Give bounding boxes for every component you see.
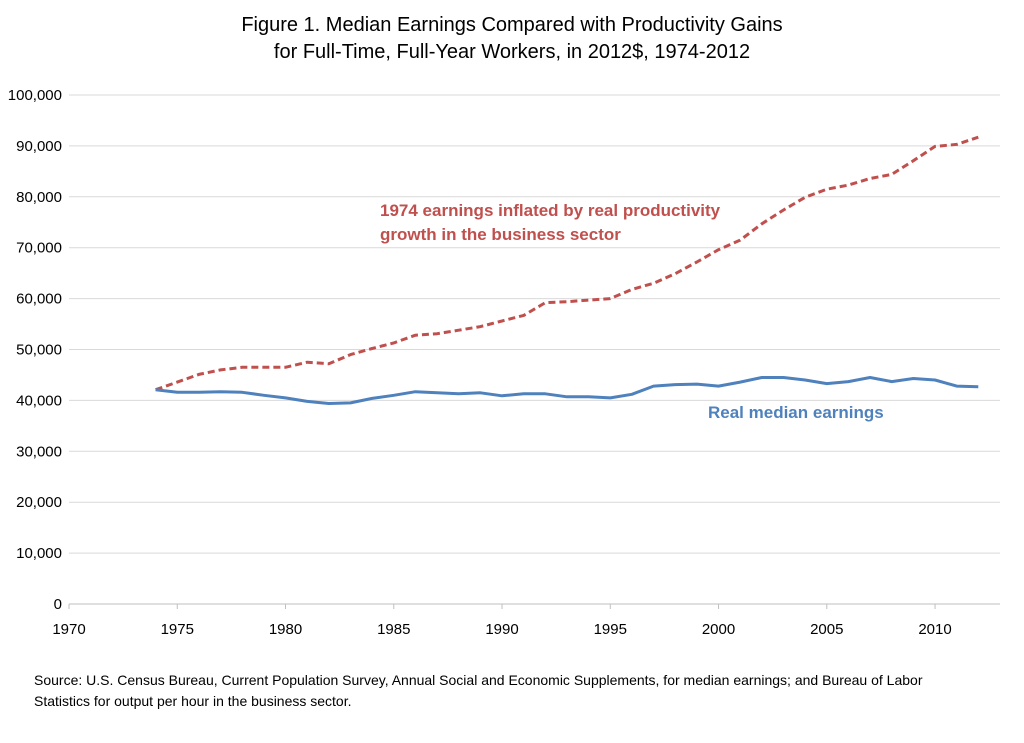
x-tick-label: 1980: [269, 621, 302, 638]
x-axis: [68, 603, 1000, 609]
y-tick-label: 80,000: [16, 189, 62, 206]
y-tick-label: 60,000: [16, 291, 62, 308]
y-tick-label: 30,000: [16, 443, 62, 460]
gridlines: [69, 94, 1000, 554]
y-tick-label: 0: [54, 596, 62, 613]
chart-title-line-2: for Full-Time, Full-Year Workers, in 201…: [274, 41, 750, 63]
y-tick-label: 70,000: [16, 240, 62, 257]
x-tick-label: 2005: [810, 621, 843, 638]
productivity-series-label-line-2: growth in the business sector: [380, 225, 621, 244]
y-tick-label: 50,000: [16, 342, 62, 359]
x-tick-label: 1995: [594, 621, 627, 638]
x-tick-label: 1985: [377, 621, 410, 638]
x-tick-label: 2000: [702, 621, 735, 638]
y-tick-label: 10,000: [16, 545, 62, 562]
productivity-series-label-line-1: 1974 earnings inflated by real productiv…: [380, 201, 721, 220]
y-tick-label: 100,000: [8, 87, 62, 104]
earnings-series-label: Real median earnings: [708, 403, 884, 422]
y-tick-label: 40,000: [16, 392, 62, 409]
series-lines: [155, 135, 979, 405]
source-note-line-2: Statistics for output per hour in the bu…: [34, 693, 352, 709]
earnings-series-line: [155, 376, 979, 405]
x-tick-label: 1970: [52, 621, 85, 638]
y-axis-tick-labels: 0 10,000 20,000 30,000 40,000 50,000 60,000 70,…: [8, 87, 62, 613]
y-tick-label: 90,000: [16, 138, 62, 155]
x-tick-label: 1990: [485, 621, 518, 638]
source-note-line-1: Source: U.S. Census Bureau, Current Popu…: [34, 672, 923, 688]
x-tick-label: 1975: [161, 621, 194, 638]
chart-title-line-1: Figure 1. Median Earnings Compared with …: [241, 14, 782, 36]
x-tick-label: 2010: [918, 621, 951, 638]
x-axis-tick-labels: 1970 1975 1980 1985 1990 1995 2000 2005 2010: [52, 621, 951, 638]
y-tick-label: 20,000: [16, 494, 62, 511]
productivity-series-line: [155, 135, 979, 392]
